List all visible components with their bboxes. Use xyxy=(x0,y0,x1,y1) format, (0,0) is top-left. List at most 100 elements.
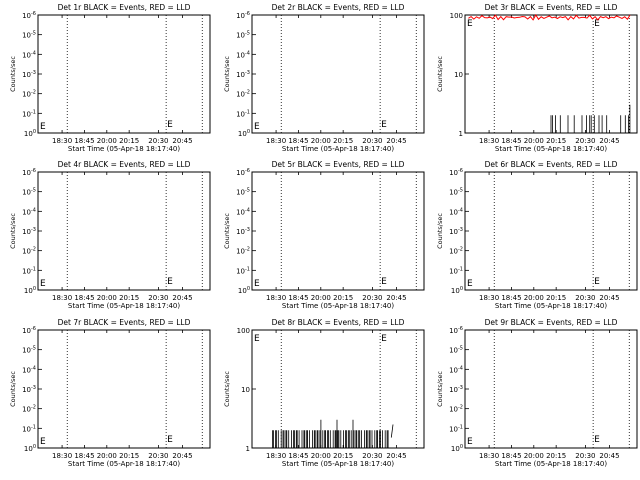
y-axis-label: Counts/sec xyxy=(436,56,444,92)
x-tick-label: 20:15 xyxy=(546,294,566,302)
y-tick-label: 100 xyxy=(450,12,463,20)
y-tick-label: 10-1 xyxy=(449,424,463,433)
y-tick-label: 100 xyxy=(451,286,463,295)
y-tick-label: 10-5 xyxy=(449,188,463,197)
event-glyph: E xyxy=(594,277,600,287)
y-tick-label: 10-2 xyxy=(236,247,250,256)
y-tick-label: 100 xyxy=(237,327,250,335)
x-tick-label: 18:30 xyxy=(52,294,72,302)
y-tick-label: 10-4 xyxy=(236,50,250,59)
event-glyph: E xyxy=(254,122,260,132)
panel-det-3: Det 3r BLACK = Events, RED = LLD 18:30 18:… xyxy=(436,3,638,153)
panel-det-4: Det 4r BLACK = Events, RED = LLD 18:30 18:… xyxy=(9,160,211,310)
y-tick-label: 10-3 xyxy=(22,70,36,79)
y-tick-label: 10-1 xyxy=(236,109,250,118)
plot-frame xyxy=(251,14,425,134)
x-tick-label: 18:45 xyxy=(501,294,521,302)
x-tick-label: 20:00 xyxy=(311,452,331,460)
y-tick-label: 10-2 xyxy=(22,405,36,414)
y-tick-label: 100 xyxy=(24,444,36,453)
x-axis-label: Start Time (05-Apr-18 18:17:40) xyxy=(495,302,607,310)
x-tick-label: 20:00 xyxy=(311,137,331,145)
x-tick-label: 18:45 xyxy=(288,294,308,302)
y-tick-label: 10-2 xyxy=(449,405,463,414)
y-tick-label: 10-4 xyxy=(449,207,463,216)
y-tick-label: 10-1 xyxy=(22,266,36,275)
y-tick-label: 100 xyxy=(24,286,36,295)
x-tick-label: 20:30 xyxy=(575,452,595,460)
y-tick-label: 10-5 xyxy=(22,31,36,40)
x-tick-label: 20:30 xyxy=(362,294,382,302)
panel-title: Det 1r BLACK = Events, RED = LLD xyxy=(58,3,191,12)
plot-frame xyxy=(251,171,425,291)
y-axis-label: Counts/sec xyxy=(223,213,231,249)
x-tick-label: 18:30 xyxy=(266,137,286,145)
x-axis-label: Start Time (05-Apr-18 18:17:40) xyxy=(68,145,180,153)
x-tick-label: 18:30 xyxy=(266,294,286,302)
panel-det-7: Det 7r BLACK = Events, RED = LLD 18:30 18:… xyxy=(9,318,211,468)
y-tick-label: 10-5 xyxy=(449,346,463,355)
y-tick-label: 1 xyxy=(459,130,463,138)
event-glyph: E xyxy=(594,435,600,445)
x-tick-label: 20:45 xyxy=(386,294,406,302)
x-tick-label: 18:45 xyxy=(501,137,521,145)
x-tick-label: 20:30 xyxy=(362,452,382,460)
y-axis-label: Counts/sec xyxy=(436,371,444,407)
x-tick-label: 20:45 xyxy=(172,294,192,302)
x-tick-label: 20:15 xyxy=(119,452,139,460)
event-glyph: E xyxy=(467,437,473,447)
panel-det-6: Det 6r BLACK = Events, RED = LLD 18:30 18:… xyxy=(436,160,638,310)
event-glyph: E xyxy=(40,122,46,132)
x-tick-label: 20:30 xyxy=(575,294,595,302)
event-glyph: E xyxy=(594,19,600,29)
y-tick-label: 100 xyxy=(238,286,250,295)
x-tick-label: 20:45 xyxy=(599,137,619,145)
y-tick-label: 10-1 xyxy=(22,109,36,118)
y-tick-label: 10-3 xyxy=(22,385,36,394)
x-tick-label: 20:30 xyxy=(575,137,595,145)
x-tick-label: 18:30 xyxy=(479,452,499,460)
event-glyph: E xyxy=(381,277,387,287)
x-tick-label: 20:30 xyxy=(148,452,168,460)
y-tick-label: 10-3 xyxy=(236,227,250,236)
event-glyph: E xyxy=(467,19,473,29)
y-tick-label: 10-5 xyxy=(22,346,36,355)
x-tick-label: 18:45 xyxy=(74,294,94,302)
panel-title: Det 7r BLACK = Events, RED = LLD xyxy=(58,318,191,327)
y-axis-label: Counts/sec xyxy=(9,56,17,92)
x-tick-label: 18:45 xyxy=(288,452,308,460)
x-tick-label: 20:15 xyxy=(333,294,353,302)
y-axis-label: Counts/sec xyxy=(223,56,231,92)
y-tick-label: 10-3 xyxy=(449,385,463,394)
panel-title: Det 5r BLACK = Events, RED = LLD xyxy=(272,160,405,169)
panel-det-9: Det 9r BLACK = Events, RED = LLD 18:30 18:… xyxy=(436,318,638,468)
y-axis-label: Counts/sec xyxy=(9,371,17,407)
y-tick-label: 10-5 xyxy=(22,188,36,197)
x-tick-label: 20:45 xyxy=(599,294,619,302)
event-glyph: E xyxy=(40,279,46,289)
panel-title: Det 3r BLACK = Events, RED = LLD xyxy=(485,3,618,12)
y-tick-label: 10-1 xyxy=(449,266,463,275)
y-tick-label: 10-4 xyxy=(22,365,36,374)
y-tick-label: 10-3 xyxy=(22,227,36,236)
events-series-bursts xyxy=(272,419,394,448)
x-tick-label: 20:30 xyxy=(148,294,168,302)
x-tick-label: 20:15 xyxy=(546,137,566,145)
plot-frame xyxy=(37,171,211,291)
y-tick-label: 10-6 xyxy=(449,326,463,335)
x-tick-label: 20:45 xyxy=(599,452,619,460)
panel-det-8: Det 8r BLACK = Events, RED = LLD 18:30 18:… xyxy=(223,318,425,468)
y-tick-label: 10-2 xyxy=(22,90,36,99)
x-axis-label: Start Time (05-Apr-18 18:17:40) xyxy=(282,145,394,153)
x-tick-label: 20:15 xyxy=(119,294,139,302)
panel-det-5: Det 5r BLACK = Events, RED = LLD 18:30 18:… xyxy=(223,160,425,310)
y-tick-label: 10-3 xyxy=(449,227,463,236)
y-tick-label: 10 xyxy=(241,386,250,394)
event-glyph: E xyxy=(381,334,387,344)
panel-det-1: Det 1r BLACK = Events, RED = LLD 18:30 18:… xyxy=(9,3,211,153)
event-glyph: E xyxy=(254,334,260,344)
event-glyph: E xyxy=(167,277,173,287)
plot-frame xyxy=(464,329,638,449)
y-tick-label: 10-1 xyxy=(236,266,250,275)
